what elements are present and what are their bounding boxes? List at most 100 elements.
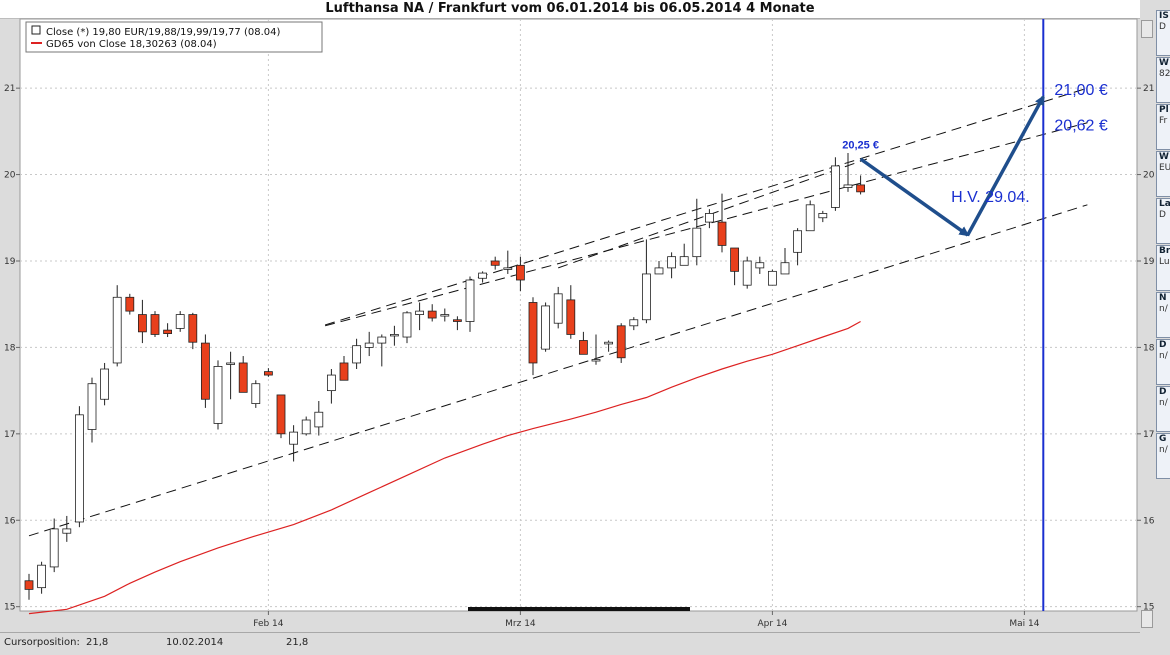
y-tick-label-left: 17 <box>4 430 15 440</box>
candle-down <box>163 329 173 334</box>
side-panel-value: n/ <box>1159 304 1168 314</box>
horizontal-scrollbar-thumb[interactable] <box>468 607 690 611</box>
candle-up <box>213 366 223 424</box>
candle-down <box>616 325 626 359</box>
candle-down <box>200 342 210 400</box>
candle-down <box>566 299 576 335</box>
y-tick-label-right: 17 <box>1143 430 1154 440</box>
legend-label: Close (*) 19,80 EUR/19,88/19,99/19,77 (0… <box>46 27 280 38</box>
price-annotation: 21,00 € <box>1054 82 1107 99</box>
price-annotation: 20,62 € <box>1054 117 1107 134</box>
candle-down <box>490 260 500 266</box>
cursor-value: 21,8 <box>286 637 309 648</box>
side-panel-heading: W <box>1159 58 1169 68</box>
candle-up <box>805 204 815 232</box>
candle-up <box>831 165 840 208</box>
candle-up <box>62 528 72 534</box>
trend-line <box>324 122 1088 327</box>
side-panel-value: 82 <box>1159 69 1170 79</box>
side-panel-value: EU <box>1159 163 1170 173</box>
candle-up <box>377 336 387 344</box>
price-annotation: H.V. 29.04. <box>951 189 1030 206</box>
candle-up <box>440 314 450 317</box>
forecast-arrow <box>966 95 1045 236</box>
candle-down <box>579 340 588 355</box>
side-panel-value: n/ <box>1159 445 1168 455</box>
candle-up <box>818 213 828 219</box>
x-tick-label: Mrz 14 <box>505 619 536 629</box>
vertical-scroll-down[interactable] <box>1141 610 1153 628</box>
trend-line <box>28 204 1088 537</box>
candle-up <box>642 273 651 321</box>
trend-line <box>324 87 1088 326</box>
candle-down <box>188 314 198 343</box>
candle-up <box>667 256 676 269</box>
candle-up <box>679 256 689 266</box>
candle-up <box>755 262 765 269</box>
side-panel-heading: D <box>1159 340 1167 350</box>
y-tick-label-left: 15 <box>4 603 15 613</box>
y-tick-label-left: 16 <box>4 516 16 526</box>
cursor-position-label: Cursorposition: <box>4 637 80 648</box>
candle-up <box>251 383 261 404</box>
vertical-scroll-up[interactable] <box>1141 20 1153 38</box>
side-panel-heading: La <box>1159 199 1170 209</box>
side-panel-cell: WEU <box>1156 151 1170 197</box>
side-panel-value: D <box>1159 22 1166 32</box>
candle-up <box>364 342 374 348</box>
candle-up <box>768 270 777 286</box>
side-panel-value: Fr <box>1159 116 1168 126</box>
candle-down <box>150 314 160 335</box>
legend-box <box>25 21 323 53</box>
y-tick-label-right: 18 <box>1143 343 1155 353</box>
side-panel-heading: Pl <box>1159 105 1169 115</box>
candle-down <box>24 580 34 590</box>
candle-up <box>352 345 362 364</box>
candle-down <box>730 247 739 272</box>
candle-up <box>591 359 601 362</box>
side-panel-heading: Br <box>1159 246 1170 256</box>
side-panel-cell: IS D <box>1156 10 1170 56</box>
side-panel-heading: IS <box>1159 11 1169 21</box>
candle-down <box>427 310 437 319</box>
cursor-date: 10.02.2014 <box>166 637 224 648</box>
y-tick-label-left: 19 <box>4 257 16 267</box>
candle-up <box>843 184 853 188</box>
legend-swatch-candle <box>31 25 41 35</box>
side-panel-value: D <box>1159 210 1166 220</box>
status-bar: Cursorposition: 21,8 10.02.2014 21,8 <box>0 632 1140 655</box>
candle-up <box>389 334 399 337</box>
candle-down <box>516 264 525 281</box>
side-panel-value: n/ <box>1159 398 1168 408</box>
candle-down <box>717 221 727 246</box>
candle-up <box>314 411 324 428</box>
y-tick-label-left: 20 <box>4 171 16 181</box>
candle-up <box>604 341 613 345</box>
candle-down <box>339 362 349 381</box>
candle-up <box>326 374 336 392</box>
side-panel-heading: D <box>1159 387 1167 397</box>
candle-up <box>742 260 752 286</box>
plot-area <box>19 18 1138 612</box>
side-panel-cell: Pl Fr <box>1156 104 1170 150</box>
forecast-arrow <box>859 157 970 237</box>
candle-up <box>793 230 802 253</box>
candle-up <box>37 564 46 589</box>
moving-average-line <box>28 320 861 615</box>
candle-down <box>263 371 273 376</box>
candle-up <box>75 414 84 523</box>
cursor-position-value: 21,8 <box>86 637 109 648</box>
candle-up <box>402 312 412 338</box>
x-tick-label: Apr 14 <box>757 619 787 629</box>
side-panel-value: n/ <box>1159 351 1168 361</box>
y-tick-label-right: 19 <box>1143 257 1155 267</box>
y-tick-label-right: 16 <box>1143 516 1155 526</box>
candle-up <box>301 419 311 435</box>
candle-up <box>478 272 488 279</box>
price-annotation: 20,25 € <box>842 140 879 152</box>
